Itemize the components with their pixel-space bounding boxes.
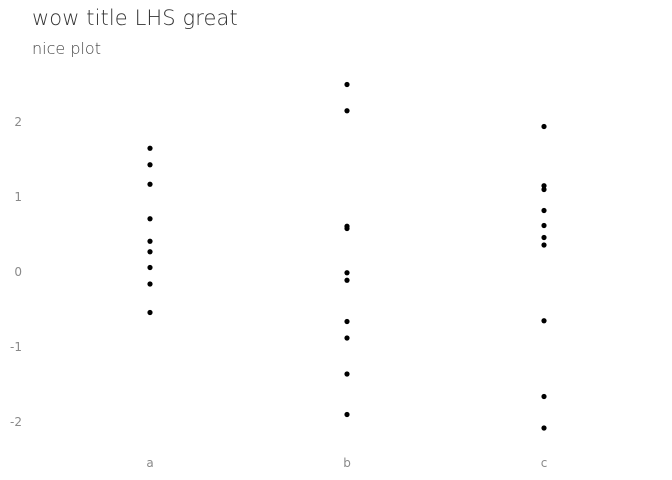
y-tick-label: -2 [10,415,22,429]
data-point [541,222,547,229]
y-tick-label: 2 [14,115,22,129]
data-point [541,318,547,324]
data-point [541,425,547,431]
data-point [344,270,350,276]
y-tick-label: 1 [14,190,22,204]
data-point [541,393,547,400]
data-point [147,264,153,271]
data-point [541,183,547,189]
data-point [541,186,547,193]
x-tick-label: b [343,456,351,470]
x-tick-label: c [541,456,548,470]
x-axis-ticks: a b c [146,456,547,470]
data-points [147,81,547,431]
data-point [344,277,350,283]
data-point [147,249,153,255]
data-point [147,145,153,151]
data-point [541,123,547,130]
data-point [344,318,350,325]
data-point [541,207,547,214]
data-point [344,371,350,377]
x-tick-label: a [146,456,153,470]
data-point [344,108,350,114]
y-tick-label: -1 [10,340,22,354]
data-point [147,162,153,168]
y-tick-label: 0 [14,265,22,279]
data-point [147,238,153,244]
data-point [344,81,350,88]
data-point [344,335,350,341]
data-point [541,234,547,241]
data-point [147,216,153,222]
data-point [344,411,350,418]
data-point [147,281,153,287]
chart-subtitle: nice plot [32,39,101,58]
data-point [541,242,547,248]
data-point [147,181,153,187]
chart-title: wow title LHS great [32,6,238,30]
data-point [147,309,153,316]
data-point [344,225,350,232]
y-axis-ticks: 2 1 0 -1 -2 [10,115,22,429]
